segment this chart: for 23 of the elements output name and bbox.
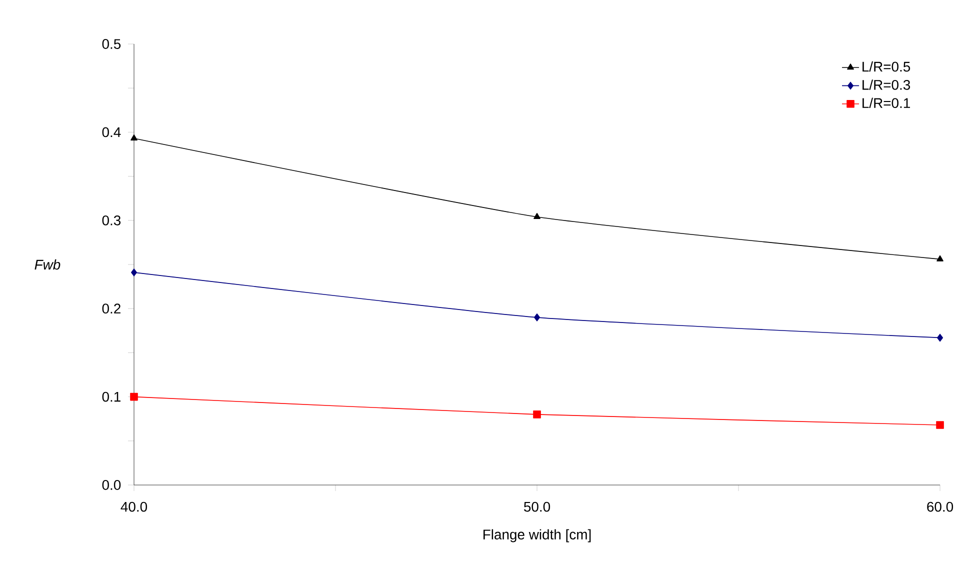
point <box>936 421 944 429</box>
legend-label: L/R=0.3 <box>862 80 910 90</box>
point <box>130 268 138 276</box>
x-tick-label: 60.0 <box>927 502 954 512</box>
point <box>534 314 540 322</box>
x-axis-title: Flange width [cm] <box>483 529 591 542</box>
legend-label: L/R=0.5 <box>862 61 910 72</box>
legend-label: L/R=0.1 <box>862 98 910 108</box>
point <box>534 212 540 220</box>
point <box>936 255 944 262</box>
y-tick-label: 0.2 <box>102 304 120 314</box>
point <box>533 410 541 418</box>
y-tick-label: 0.5 <box>102 39 121 49</box>
point <box>130 392 138 401</box>
x-tick-label: 50.0 <box>524 502 550 512</box>
y-axis-title: Fwb <box>34 259 60 270</box>
x-tick-label: 40.0 <box>120 502 148 512</box>
y-tick-label: 0.1 <box>102 392 120 402</box>
y-tick-label: 0.3 <box>102 215 121 226</box>
y-tick-label: 0.0 <box>102 480 121 490</box>
point <box>936 334 944 342</box>
y-tick-label: 0.4 <box>102 127 121 138</box>
point <box>130 134 138 141</box>
